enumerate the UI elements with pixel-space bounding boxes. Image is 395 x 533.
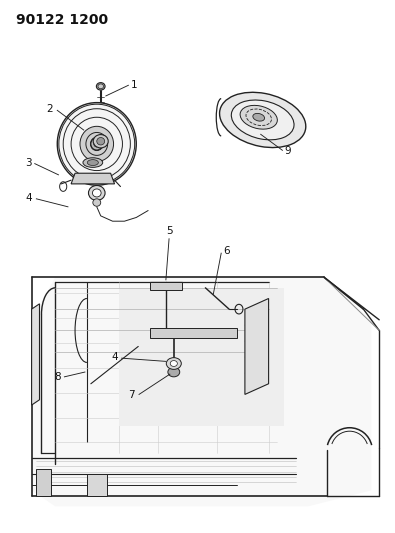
Polygon shape xyxy=(87,474,107,496)
Text: 7: 7 xyxy=(128,391,135,400)
Ellipse shape xyxy=(93,134,108,148)
Ellipse shape xyxy=(57,102,136,185)
Text: 6: 6 xyxy=(223,246,230,255)
Ellipse shape xyxy=(166,358,181,369)
Ellipse shape xyxy=(168,367,180,377)
Ellipse shape xyxy=(92,189,101,197)
Ellipse shape xyxy=(93,199,101,206)
Ellipse shape xyxy=(91,138,103,150)
Ellipse shape xyxy=(80,126,114,161)
Polygon shape xyxy=(150,282,182,290)
Polygon shape xyxy=(150,328,237,338)
Polygon shape xyxy=(118,288,284,426)
Ellipse shape xyxy=(96,83,105,90)
Text: 5: 5 xyxy=(166,225,172,236)
Ellipse shape xyxy=(94,141,100,147)
Text: 90122 1200: 90122 1200 xyxy=(16,13,108,27)
Polygon shape xyxy=(32,304,40,405)
Ellipse shape xyxy=(83,158,103,167)
Ellipse shape xyxy=(98,84,103,88)
Ellipse shape xyxy=(170,360,177,367)
Ellipse shape xyxy=(231,100,294,140)
Text: 4: 4 xyxy=(26,193,32,203)
Text: 8: 8 xyxy=(54,372,60,382)
Polygon shape xyxy=(71,173,115,184)
Polygon shape xyxy=(245,298,269,394)
Text: 4: 4 xyxy=(111,352,118,362)
Ellipse shape xyxy=(220,92,306,148)
Ellipse shape xyxy=(88,185,105,200)
Ellipse shape xyxy=(240,106,277,129)
Text: 2: 2 xyxy=(47,104,53,114)
Text: 3: 3 xyxy=(25,158,32,167)
Polygon shape xyxy=(36,469,51,496)
Ellipse shape xyxy=(97,138,105,145)
Text: 9: 9 xyxy=(284,146,291,156)
Ellipse shape xyxy=(253,114,265,121)
Text: 1: 1 xyxy=(130,80,137,90)
Ellipse shape xyxy=(59,104,135,183)
Ellipse shape xyxy=(87,159,98,165)
Polygon shape xyxy=(32,277,371,506)
